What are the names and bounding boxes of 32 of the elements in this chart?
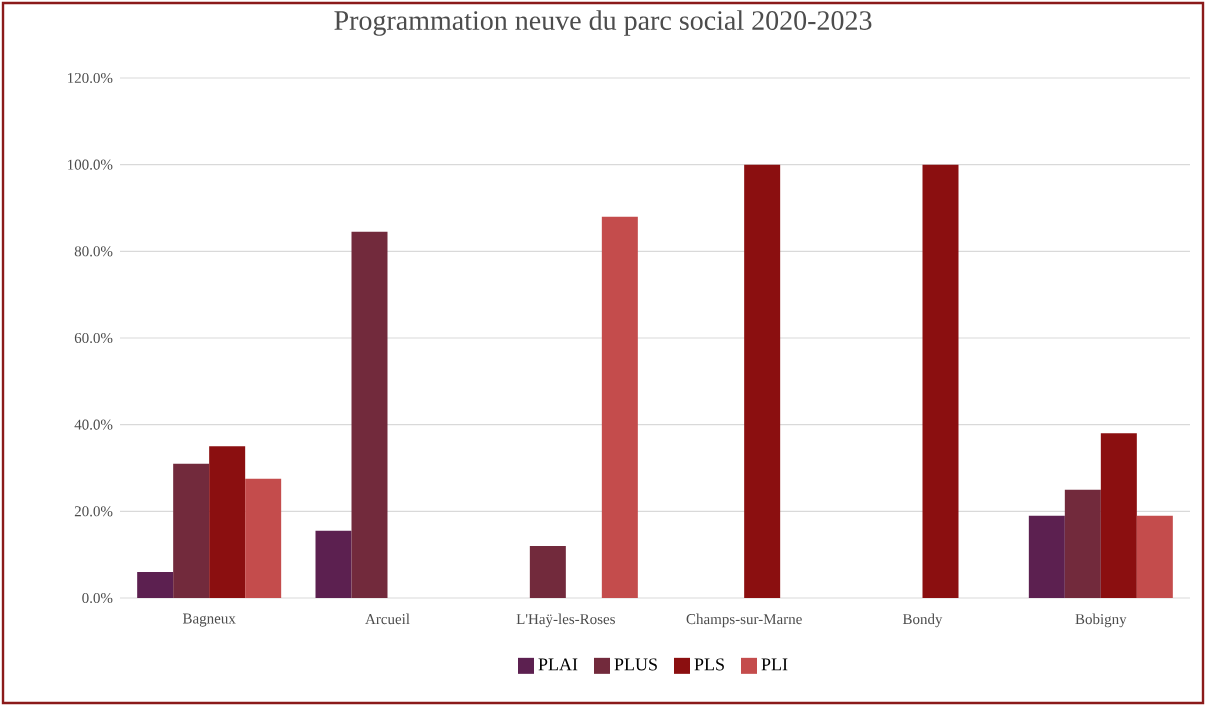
x-tick-label: Bobigny xyxy=(1075,613,1127,628)
bar xyxy=(351,231,388,598)
bar xyxy=(137,571,174,598)
bar xyxy=(1136,515,1173,598)
x-tick-label: Bondy xyxy=(902,613,943,628)
bar xyxy=(173,463,210,598)
legend-label: PLS xyxy=(694,658,724,671)
bar xyxy=(315,530,352,598)
bar xyxy=(209,446,246,598)
y-tick-label: 80.0% xyxy=(74,246,113,257)
y-tick-label: 40.0% xyxy=(74,419,113,430)
chart-title: Programmation neuve du parc social 2020-2023 xyxy=(334,10,872,36)
y-tick-label: 0.0% xyxy=(82,592,113,604)
bar xyxy=(1064,489,1101,598)
bar xyxy=(1028,515,1065,598)
y-tick-label: 20.0% xyxy=(74,506,113,517)
y-tick-label: 120.0% xyxy=(68,72,113,84)
bar xyxy=(1100,433,1137,598)
bar xyxy=(744,164,781,598)
legend-label: PLUS xyxy=(614,658,657,671)
bar xyxy=(601,216,638,598)
legend-label: PLI xyxy=(761,658,788,671)
x-tick-label: Champs-sur-Marne xyxy=(686,613,802,628)
x-tick-label: Arcueil xyxy=(365,613,410,625)
bar xyxy=(529,545,566,598)
x-tick-label: Bagneux xyxy=(182,613,236,627)
y-tick-label: 100.0% xyxy=(68,159,113,170)
bar xyxy=(922,164,959,598)
x-tick-label: L'Haÿ-les-Roses xyxy=(516,613,615,628)
bar xyxy=(245,478,282,598)
y-tick-label: 60.0% xyxy=(74,332,113,344)
legend-label: PLAI xyxy=(538,658,578,671)
